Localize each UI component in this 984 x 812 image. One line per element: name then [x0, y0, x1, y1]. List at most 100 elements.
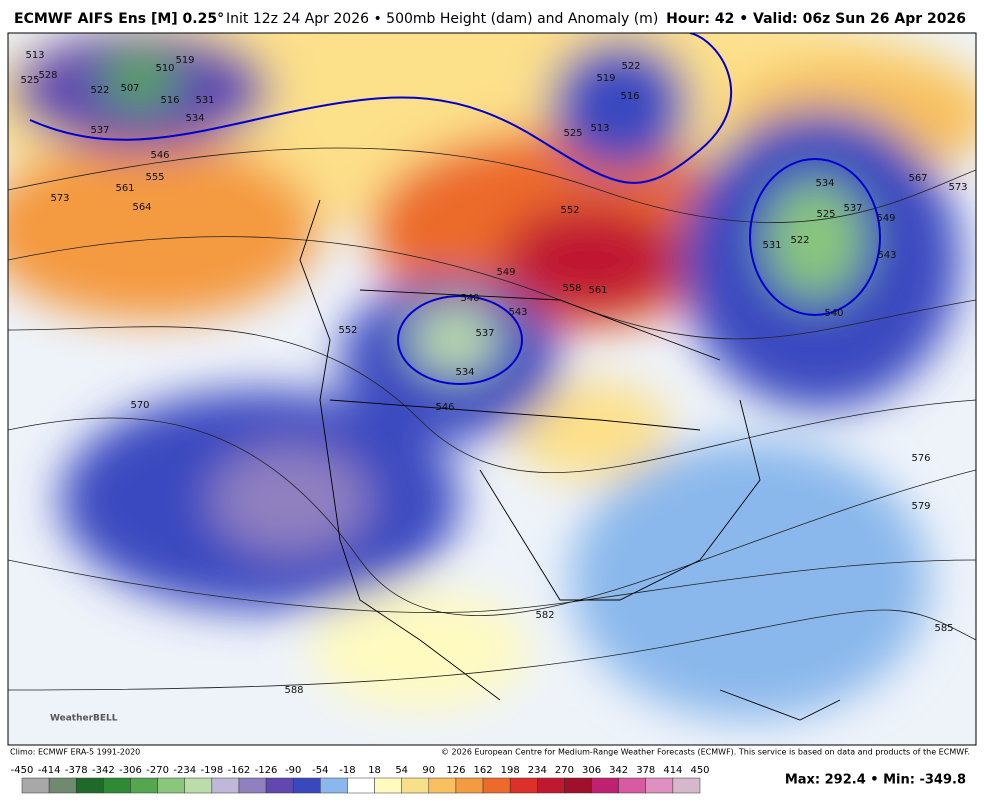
colorbar-tick-label: -18	[339, 765, 355, 776]
colorbar-tick-label: -126	[255, 765, 278, 776]
contour-label: 570	[130, 400, 149, 411]
contour-label: 534	[185, 113, 204, 124]
colorbar-bin	[21, 777, 50, 794]
contour-label: 531	[762, 240, 781, 251]
colorbar-bin	[401, 777, 430, 794]
colorbar-bin	[75, 777, 104, 794]
max-min: Max: 292.4 • Min: -349.8	[785, 773, 966, 788]
contour-label: 507	[120, 83, 139, 94]
colorbar-bin	[103, 777, 131, 794]
contour-label: 522	[90, 85, 109, 96]
copyright: © 2026 European Centre for Medium-Range …	[441, 748, 970, 757]
colorbar-bin	[672, 777, 701, 794]
colorbar-bin	[48, 777, 77, 794]
contour-label: 534	[455, 367, 474, 378]
contour-label: 513	[25, 50, 44, 61]
colorbar-tick-label: 414	[663, 765, 682, 776]
colorbar-tick-label: 270	[555, 765, 574, 776]
contour-label: 585	[934, 623, 953, 634]
contour-label: 525	[20, 75, 39, 86]
colorbar-tick-label: -378	[65, 765, 88, 776]
contour-label: 582	[535, 610, 554, 621]
contour-label: 519	[175, 55, 194, 66]
contour-label: 513	[590, 123, 609, 134]
colorbar-bin	[537, 777, 565, 794]
540-contour	[29, 33, 881, 385]
contour-label: 540	[824, 308, 843, 319]
colorbar-bin	[591, 777, 619, 794]
colorbar-tick-label: 306	[582, 765, 601, 776]
contour-label: 567	[908, 173, 927, 184]
contour-label: 522	[621, 61, 640, 72]
contour-label: 546	[435, 402, 454, 413]
title: ECMWF AIFS Ens [M] 0.25°	[14, 11, 224, 27]
colorbar-tick-label: 54	[395, 765, 408, 776]
contour-label: 525	[816, 209, 835, 220]
colorbar-bin	[564, 777, 592, 794]
colorbar-tick-label: -198	[200, 765, 223, 776]
colorbar-bin	[618, 777, 647, 794]
contour-label: 549	[496, 267, 515, 278]
colorbar-tick-label: 90	[422, 765, 435, 776]
contour-label: 540	[460, 293, 479, 304]
colorbar-tick-label: 198	[501, 765, 520, 776]
colorbar-tick-label: -270	[146, 765, 169, 776]
colorbar-bin	[184, 777, 213, 794]
map	[8, 33, 976, 745]
contour-label: 576	[911, 453, 930, 464]
colorbar-tick-label: 18	[368, 765, 381, 776]
colorbar-tick-label: -450	[11, 765, 34, 776]
subtitle: Init 12z 24 Apr 2026 • 500mb Height (dam…	[226, 11, 658, 27]
contour-label: 525	[563, 128, 582, 139]
colorbar-bin	[645, 777, 674, 794]
colorbar-tick-label: 162	[473, 765, 492, 776]
logo: WeatherBELL	[50, 714, 118, 724]
colorbar-bin	[238, 777, 267, 794]
contour-label: 537	[843, 203, 862, 214]
colorbar-tick-label: -162	[228, 765, 251, 776]
contour-label: 534	[815, 178, 834, 189]
contour-label: 558	[562, 283, 581, 294]
contour-label: 516	[620, 91, 639, 102]
colorbar-tick-label: -90	[285, 765, 301, 776]
colorbar-bin	[455, 777, 484, 794]
contour-label: 543	[508, 307, 527, 318]
contour-label: 543	[877, 250, 896, 261]
colorbar-bin	[374, 777, 402, 794]
contour-label: 573	[50, 193, 69, 204]
contour-label: 552	[338, 325, 357, 336]
colorbar-tick-label: -342	[92, 765, 115, 776]
contour-label: 537	[475, 328, 494, 339]
contour-label: 588	[284, 685, 303, 696]
colorbar-bin	[347, 777, 375, 794]
colorbar-bin	[130, 777, 158, 794]
contour-label: 561	[115, 183, 134, 194]
boundaries	[299, 199, 841, 721]
contour-label: 519	[596, 73, 615, 84]
anomaly-field	[8, 33, 976, 720]
colorbar-bin	[428, 777, 457, 794]
contour-label: 546	[150, 150, 169, 161]
contour-label: 561	[588, 285, 607, 296]
colorbar-bin	[320, 777, 348, 794]
contour-label: 549	[876, 213, 895, 224]
colorbar-bin	[482, 777, 511, 794]
colorbar-tick-label: 234	[528, 765, 547, 776]
map-frame	[7, 32, 977, 746]
colorbar-bin	[509, 777, 538, 794]
contour-label: 564	[132, 202, 151, 213]
colorbar-bin	[157, 777, 185, 794]
colorbar-tick-label: 450	[690, 765, 709, 776]
contour-label: 573	[948, 182, 967, 193]
colorbar-bin	[292, 777, 321, 794]
contour-label: 510	[155, 63, 174, 74]
valid-time: Hour: 42 • Valid: 06z Sun 26 Apr 2026	[666, 11, 966, 27]
contour-label: 555	[145, 172, 164, 183]
colorbar-bin	[211, 777, 240, 794]
contour-label: 579	[911, 501, 930, 512]
contour-label: 516	[160, 95, 179, 106]
colorbar-tick-label: 342	[609, 765, 628, 776]
